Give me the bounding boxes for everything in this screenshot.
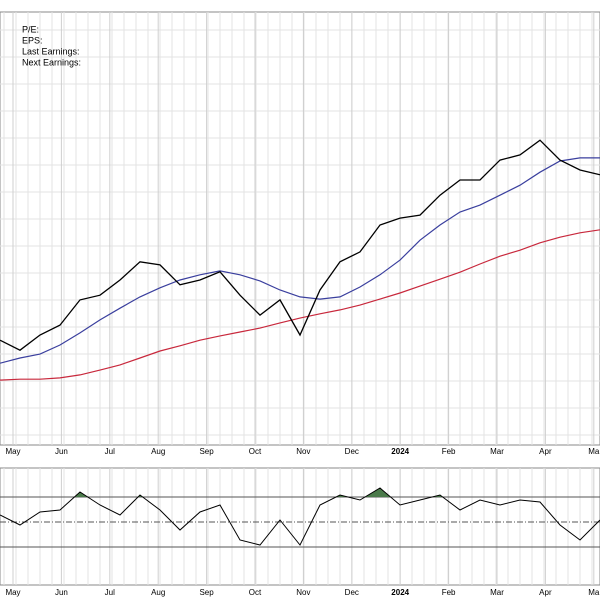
x-tick-label: Oct [249, 588, 262, 597]
x-tick-label: Nov [296, 447, 310, 456]
price-panel [0, 11, 600, 446]
series-line [0, 139, 600, 351]
x-tick-label: Jul [105, 588, 115, 597]
x-tick-label: May [5, 588, 20, 597]
x-tick-label: Jun [55, 588, 68, 597]
x-tick-label: Mar [490, 588, 504, 597]
x-tick-label: Sep [199, 588, 214, 597]
info-label: Last Earnings: [22, 46, 80, 56]
x-tick-label: Ma [588, 588, 600, 597]
x-tick-label: Nov [296, 588, 310, 597]
x-tick-label: 2024 [391, 588, 409, 597]
info-label: Next Earnings: [22, 57, 81, 67]
indicator-panel [0, 467, 600, 586]
grid [0, 12, 600, 585]
x-tick-label: Apr [539, 447, 552, 456]
info-label: P/E: [22, 24, 39, 34]
indicator-line [0, 487, 600, 546]
x-tick-label: Mar [490, 447, 504, 456]
x-tick-label: Aug [151, 447, 165, 456]
x-tick-label: Jun [55, 447, 68, 456]
series-line [0, 157, 600, 364]
series-line [0, 229, 600, 381]
x-tick-label: May [5, 447, 20, 456]
info-label: EPS: [22, 35, 43, 45]
x-tick-label: Feb [442, 588, 456, 597]
x-tick-label: Dec [345, 447, 359, 456]
x-tick-label: Sep [199, 447, 214, 456]
x-tick-label: Jul [105, 447, 115, 456]
x-tick-label: Dec [345, 588, 359, 597]
x-tick-label: Feb [442, 447, 456, 456]
x-tick-label: Oct [249, 447, 262, 456]
x-tick-label: 2024 [391, 447, 409, 456]
x-tick-label: Ma [588, 447, 600, 456]
x-tick-label: Aug [151, 588, 165, 597]
x-tick-label: Apr [539, 588, 552, 597]
